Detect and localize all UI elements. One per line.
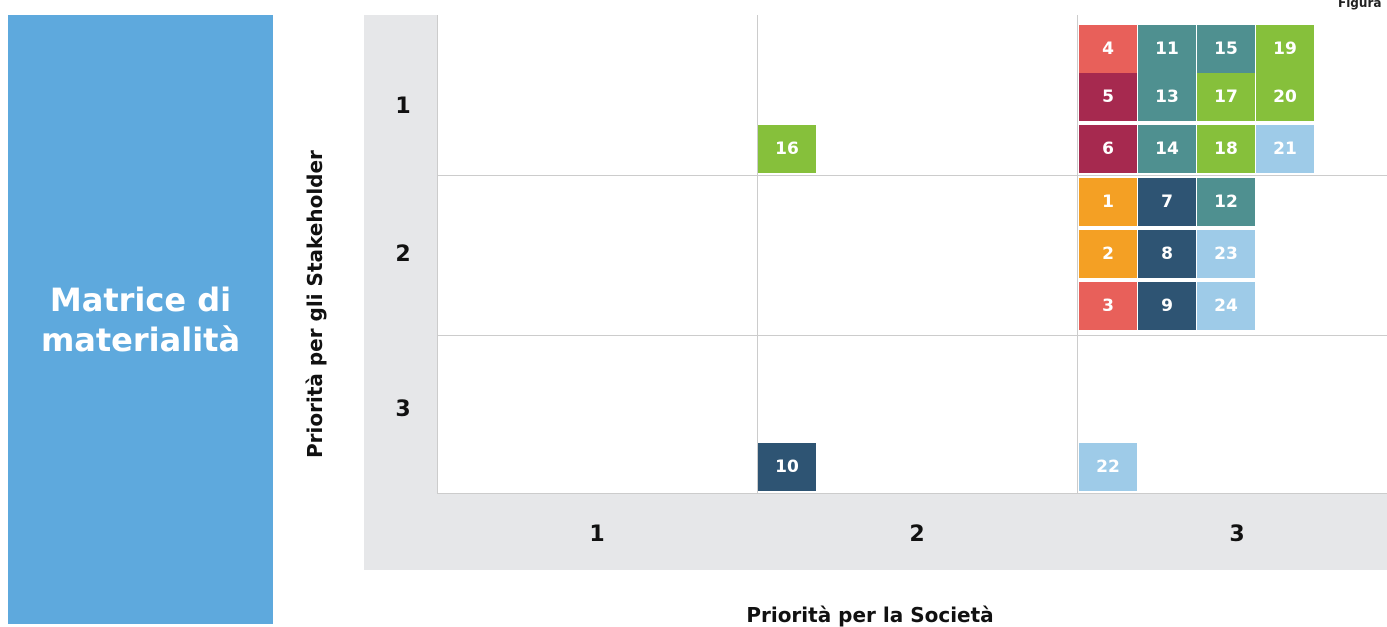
figure-label: Figura 11. — [1338, 0, 1387, 10]
topic-tile: 14 — [1138, 125, 1196, 173]
topic-tile: 16 — [758, 125, 816, 173]
topic-tile: 9 — [1138, 282, 1196, 330]
row-label: 2 — [395, 242, 411, 267]
topic-tile: 22 — [1079, 443, 1137, 491]
topic-tile: 15 — [1197, 25, 1255, 73]
topic-tile: 3 — [1079, 282, 1137, 330]
topic-tile: 20 — [1256, 73, 1314, 121]
y-axis-label: Priorità per gli Stakeholder — [303, 150, 327, 458]
topic-tile: 5 — [1079, 73, 1137, 121]
topic-tile: 6 — [1079, 125, 1137, 173]
row-label: 1 — [395, 94, 411, 119]
column-label: 2 — [909, 522, 925, 547]
column-label: 3 — [1229, 522, 1245, 547]
topic-tile: 21 — [1256, 125, 1314, 173]
topic-tile: 17 — [1197, 73, 1255, 121]
row-label: 3 — [395, 397, 411, 422]
topic-tile: 11 — [1138, 25, 1196, 73]
grid-line — [1077, 15, 1078, 494]
grid-line — [437, 175, 1387, 176]
grid-line — [437, 335, 1387, 336]
topic-tile: 18 — [1197, 125, 1255, 173]
column-label: 1 — [589, 522, 605, 547]
topic-tile: 23 — [1197, 230, 1255, 278]
topic-tile: 7 — [1138, 178, 1196, 226]
topic-tile: 2 — [1079, 230, 1137, 278]
grid-line — [757, 15, 758, 494]
side-title: Matrice di materialità — [40, 280, 241, 359]
topic-tile: 13 — [1138, 73, 1196, 121]
topic-tile: 19 — [1256, 25, 1314, 73]
side-panel: Matrice di materialità — [8, 15, 273, 624]
topic-tile: 24 — [1197, 282, 1255, 330]
topic-tile: 8 — [1138, 230, 1196, 278]
topic-tile: 10 — [758, 443, 816, 491]
topic-tile: 1 — [1079, 178, 1137, 226]
topic-tile: 4 — [1079, 25, 1137, 73]
x-axis-label: Priorità per la Società — [746, 603, 994, 627]
topic-tile: 12 — [1197, 178, 1255, 226]
